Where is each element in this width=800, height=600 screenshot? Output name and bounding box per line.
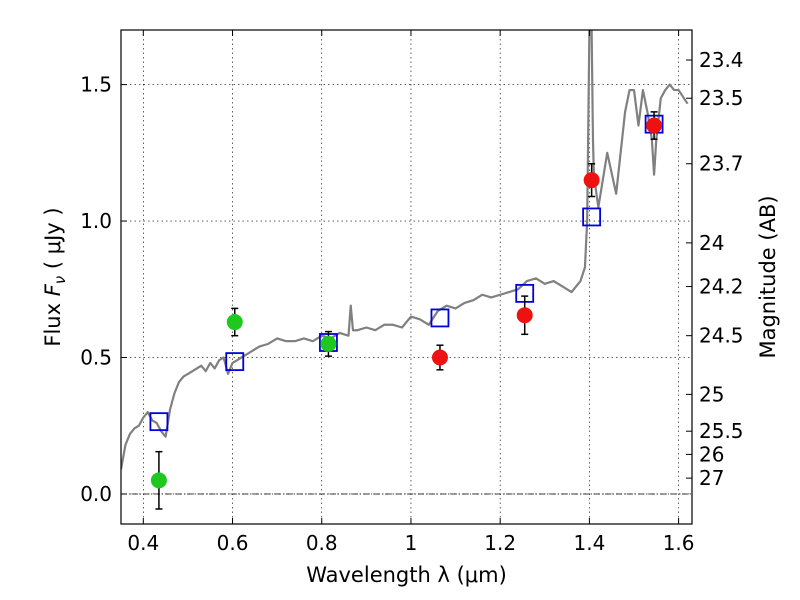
- ir-point: [516, 307, 533, 324]
- y-tick-label: 0.0: [80, 482, 112, 506]
- right-axis-label: Magnitude (AB): [756, 195, 780, 358]
- right-tick-label: 24.5: [699, 324, 744, 348]
- axis-ticks: 0.4 0.6 0.8 1 1.2 1.4 1.6 0.0 0.5 1.0 1.5 23.4 23.5 2…: [80, 30, 744, 555]
- y-axis-label: Flux Fν ( μJy ): [41, 207, 69, 346]
- right-tick-label: 25.5: [699, 419, 744, 443]
- model-photometry-square: [149, 412, 169, 432]
- model-photometry: [149, 114, 664, 432]
- observed-photometry: [150, 111, 663, 510]
- right-tick-label: 25: [699, 382, 724, 406]
- x-axis-label: Wavelength λ (μm): [306, 563, 507, 587]
- ir-point: [583, 172, 600, 189]
- model-photometry-square: [225, 352, 245, 372]
- model-photometry-square: [582, 207, 602, 227]
- x-tick-label: 0.6: [217, 531, 249, 555]
- right-tick-label: 24.2: [699, 275, 744, 299]
- right-tick-label: 23.5: [699, 86, 744, 110]
- ir-point: [646, 117, 663, 134]
- right-tick-label: 27: [699, 466, 724, 490]
- hst-point: [150, 472, 167, 489]
- x-tick-label: 0.4: [127, 531, 159, 555]
- y-tick-label: 0.5: [80, 346, 112, 370]
- right-tick-label: 23.7: [699, 152, 744, 176]
- hst-point: [320, 335, 337, 352]
- right-tick-label: 24: [699, 231, 724, 255]
- y-tick-label: 1.5: [80, 73, 112, 97]
- right-tick-label: 26: [699, 442, 724, 466]
- ir-point: [431, 349, 448, 366]
- x-tick-label: 1.2: [484, 531, 516, 555]
- y-tick-label: 1.0: [80, 209, 112, 233]
- model-spectrum-line: [121, 30, 689, 470]
- x-tick-label: 1.6: [663, 531, 695, 555]
- model-photometry-square: [430, 308, 450, 328]
- grid-lines: [121, 30, 692, 524]
- right-tick-label: 23.4: [699, 48, 744, 72]
- x-tick-label: 0.8: [306, 531, 338, 555]
- x-tick-label: 1: [405, 531, 418, 555]
- hst-point: [226, 314, 243, 331]
- x-tick-label: 1.4: [573, 531, 605, 555]
- model-spectrum: [121, 30, 689, 470]
- plot-frame: [120, 29, 693, 525]
